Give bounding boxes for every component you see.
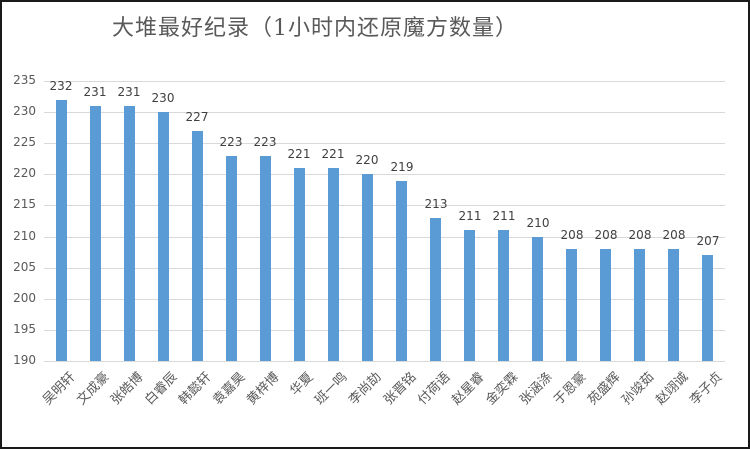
gridline [44,299,725,300]
data-label: 208 [594,228,618,242]
x-category-label: 金奕霖 [483,369,522,409]
y-tick-label: 220 [13,166,36,180]
gridline [44,143,725,144]
data-label: 208 [560,228,584,242]
x-category-label: 白睿辰 [142,369,181,409]
y-tick-label: 195 [13,322,36,336]
data-label: 223 [253,135,277,149]
gridline [44,112,725,113]
x-category-label: 付荷语 [415,369,454,409]
x-category-label: 苑盛辉 [585,369,624,409]
bar[interactable] [600,249,611,361]
y-tick-label: 205 [13,260,36,274]
data-label: 223 [219,135,243,149]
bar[interactable] [56,100,67,361]
data-label: 221 [321,147,345,161]
x-category-label: 李子贞 [687,369,726,409]
chart-title: 大堆最好纪录（1小时内还原魔方数量） [112,16,518,41]
x-category-label: 李尚劼 [346,369,385,409]
gridline [44,237,725,238]
y-tick-label: 190 [13,353,36,367]
data-label: 230 [151,91,175,105]
data-label: 213 [424,197,448,211]
data-label: 211 [492,209,516,223]
bar[interactable] [158,112,169,361]
x-category-label: 张涵涤 [517,369,556,409]
bar[interactable] [532,237,543,361]
gridline [44,330,725,331]
bar[interactable] [90,106,101,361]
y-tick-label: 235 [13,73,36,87]
gridline [44,174,725,175]
y-tick-label: 200 [13,291,36,305]
x-category-label: 赵星睿 [449,369,488,409]
bar[interactable] [430,218,441,361]
bar[interactable] [362,174,373,361]
x-category-label: 吴明轩 [40,369,79,409]
x-category-label: 赵翊诚 [653,369,692,409]
bar[interactable] [634,249,645,361]
x-category-label: 班一鸣 [312,369,351,409]
data-label: 208 [628,228,652,242]
data-label: 231 [83,85,107,99]
data-label: 227 [185,110,209,124]
bar[interactable] [464,230,475,361]
x-category-label: 黄梓博 [244,369,283,409]
y-tick-label: 215 [13,197,36,211]
x-category-label: 文成豪 [74,369,113,409]
bar[interactable] [498,230,509,361]
y-tick-label: 230 [13,104,36,118]
x-category-label: 袁嘉昊 [210,369,249,409]
data-label: 211 [458,209,482,223]
x-category-label: 韩懿轩 [176,369,215,409]
gridline [44,81,725,82]
bar[interactable] [396,181,407,361]
bar[interactable] [226,156,237,361]
data-label: 232 [49,79,73,93]
x-category-label: 孙竣茹 [619,369,658,409]
data-label: 207 [696,234,720,248]
data-label: 221 [287,147,311,161]
bar[interactable] [192,131,203,361]
gridline [44,361,725,362]
bar[interactable] [566,249,577,361]
bar[interactable] [294,168,305,361]
gridline [44,268,725,269]
bar[interactable] [702,255,713,361]
data-label: 231 [117,85,141,99]
gridline [44,205,725,206]
bar[interactable] [260,156,271,361]
data-label: 208 [662,228,686,242]
data-label: 220 [355,153,379,167]
y-tick-label: 210 [13,229,36,243]
bar[interactable] [328,168,339,361]
data-label: 219 [390,160,414,174]
bar[interactable] [668,249,679,361]
bar[interactable] [124,106,135,361]
data-label: 210 [526,216,550,230]
x-category-label: 于恩豪 [551,369,590,409]
x-category-label: 张晋铭 [381,369,420,409]
x-category-label: 张皓博 [108,369,147,409]
y-tick-label: 225 [13,135,36,149]
